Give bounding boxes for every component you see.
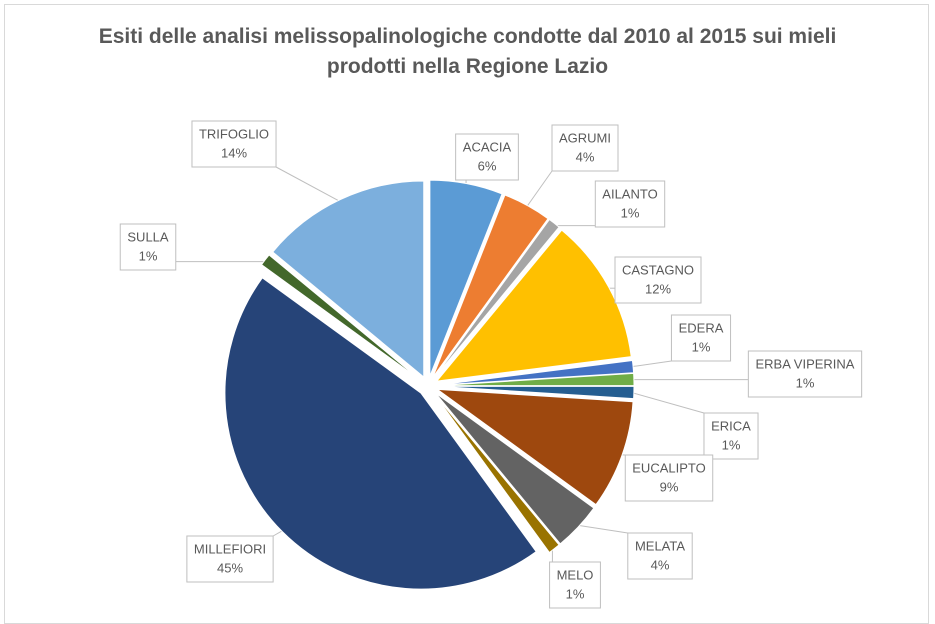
label-value: 45% bbox=[217, 560, 243, 575]
label-value: 1% bbox=[566, 586, 585, 601]
label-value: 1% bbox=[692, 339, 711, 354]
data-label: MILLEFIORI 45% bbox=[187, 536, 273, 582]
label-value: 1% bbox=[621, 205, 640, 220]
data-label: ERBA VIPERINA 1% bbox=[748, 351, 861, 397]
leader-line bbox=[576, 525, 628, 533]
label-value: 1% bbox=[722, 437, 741, 452]
label-value: 4% bbox=[576, 149, 595, 164]
data-label: SULLA 1% bbox=[120, 224, 176, 270]
label-value: 1% bbox=[139, 248, 158, 263]
label-value: 14% bbox=[221, 145, 247, 160]
leader-line bbox=[526, 171, 552, 208]
data-label: MELO 1% bbox=[550, 562, 601, 608]
label-category: ACACIA bbox=[463, 139, 512, 154]
data-label: AILANTO 1% bbox=[595, 181, 664, 227]
label-category: MELO bbox=[557, 567, 594, 582]
label-category: EUCALIPTO bbox=[632, 460, 705, 475]
data-label: CASTAGNO 12% bbox=[615, 257, 701, 303]
leader-line bbox=[631, 392, 704, 413]
label-category: TRIFOGLIO bbox=[199, 126, 269, 141]
leader-line bbox=[276, 167, 342, 202]
label-value: 12% bbox=[645, 281, 671, 296]
label-category: SULLA bbox=[127, 229, 169, 244]
data-label: AGRUMI 4% bbox=[552, 125, 618, 171]
label-category: AGRUMI bbox=[559, 130, 611, 145]
data-label: MELATA 4% bbox=[628, 533, 692, 579]
label-category: EDERA bbox=[679, 320, 724, 335]
label-category: ERICA bbox=[711, 418, 751, 433]
label-category: MELATA bbox=[635, 538, 685, 553]
data-label: EDERA 1% bbox=[671, 315, 730, 361]
label-category: ERBA VIPERINA bbox=[756, 356, 855, 371]
leader-line bbox=[630, 361, 671, 367]
label-category: MILLEFIORI bbox=[194, 541, 266, 556]
label-value: 6% bbox=[478, 158, 497, 173]
label-category: AILANTO bbox=[602, 186, 657, 201]
label-value: 9% bbox=[660, 479, 679, 494]
data-label: ERICA 1% bbox=[704, 413, 758, 459]
data-label: ACACIA 6% bbox=[456, 134, 519, 180]
label-value: 4% bbox=[651, 557, 670, 572]
data-label: EUCALIPTO 9% bbox=[625, 455, 712, 501]
label-category: CASTAGNO bbox=[622, 262, 694, 277]
data-label: TRIFOGLIO 14% bbox=[192, 121, 276, 167]
label-value: 1% bbox=[796, 375, 815, 390]
